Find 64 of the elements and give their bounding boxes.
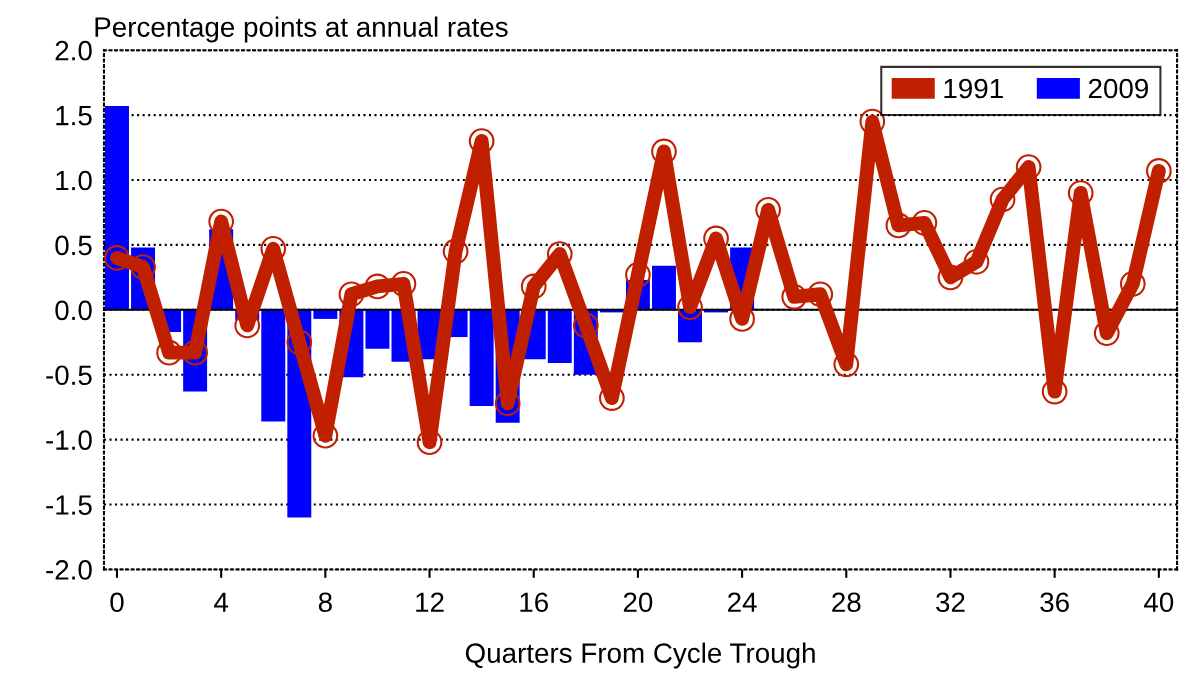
point xyxy=(520,273,547,300)
legend-label: 1991 xyxy=(944,78,1003,99)
point xyxy=(859,108,886,135)
point xyxy=(1015,154,1042,180)
y-tick-label: 1.0 xyxy=(56,170,92,191)
x-tick-label: 28 xyxy=(832,592,861,613)
point xyxy=(572,312,599,339)
y-tick-label: 2.0 xyxy=(55,40,92,61)
point xyxy=(989,186,1016,213)
point xyxy=(807,281,834,308)
bar xyxy=(547,309,572,364)
point xyxy=(781,283,808,310)
bar xyxy=(105,106,129,310)
point xyxy=(156,339,182,366)
y-tick-label: -1.5 xyxy=(46,495,92,515)
y-axis-title: Percentage points at annual rates xyxy=(95,16,508,43)
point xyxy=(338,281,365,308)
y-tick-label: -2.0 xyxy=(46,560,92,580)
point xyxy=(208,208,235,235)
bar xyxy=(261,309,286,422)
x-axis-title: Quarters From Cycle Trough xyxy=(465,642,815,669)
point xyxy=(468,128,495,154)
y-tick-label: 0.0 xyxy=(55,300,92,321)
point xyxy=(729,306,755,332)
x-tick-label: 24 xyxy=(728,592,757,612)
x-tick-label: 12 xyxy=(416,592,444,612)
point xyxy=(494,390,521,417)
y-tick-label: -0.5 xyxy=(46,365,92,386)
point xyxy=(1119,271,1146,297)
y-tick-label: 0.5 xyxy=(55,235,92,256)
x-tick-label: 20 xyxy=(623,592,653,613)
y-tick-label: 1.5 xyxy=(56,106,92,126)
point xyxy=(833,351,860,378)
point xyxy=(1041,378,1068,405)
point xyxy=(651,138,677,165)
point xyxy=(442,238,469,265)
x-tick-label: 36 xyxy=(1040,592,1069,613)
point xyxy=(286,329,313,356)
x-tick-label: 0 xyxy=(110,592,124,613)
point xyxy=(625,261,651,288)
point xyxy=(677,294,703,321)
point xyxy=(1146,158,1172,184)
y-tick-label: -1.0 xyxy=(46,430,92,450)
point xyxy=(130,254,156,280)
bar xyxy=(469,309,494,406)
x-tick-label: 40 xyxy=(1144,592,1174,613)
x-tick-label: 16 xyxy=(520,592,548,613)
point xyxy=(182,339,208,366)
point xyxy=(963,248,990,275)
legend-label: 2009 xyxy=(1088,78,1148,99)
bar xyxy=(651,265,676,310)
point xyxy=(416,429,443,456)
point xyxy=(911,209,938,236)
x-tick-label: 32 xyxy=(936,592,965,613)
point xyxy=(885,212,912,239)
point xyxy=(390,271,417,297)
point xyxy=(1093,320,1120,347)
x-tick-label: 4 xyxy=(214,592,229,612)
point xyxy=(937,264,964,291)
point xyxy=(1067,180,1094,206)
x-tick-label: 8 xyxy=(318,592,332,613)
bar xyxy=(365,309,390,349)
point xyxy=(364,273,391,300)
point xyxy=(104,245,130,271)
